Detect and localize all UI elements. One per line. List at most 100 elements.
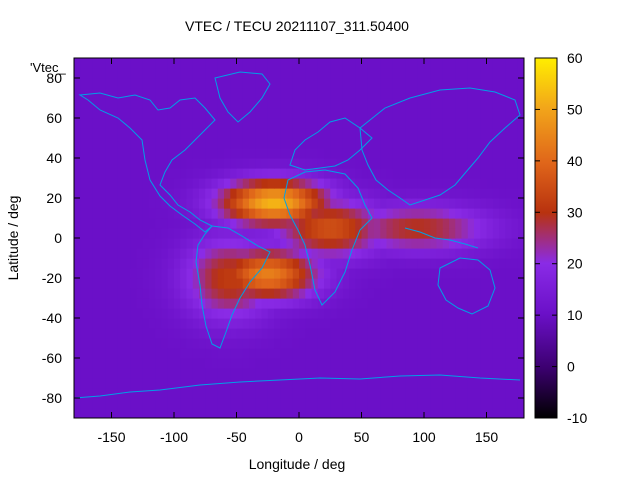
heatmap-cell [436,248,444,259]
heatmap-cell [292,228,300,239]
heatmap-cell [305,258,313,269]
heatmap-cell [417,238,425,249]
heatmap-cell [292,298,300,309]
heatmap-cell [499,198,506,209]
heatmap-cell [186,138,194,149]
heatmap-cell [174,228,181,239]
heatmap-cell [280,278,288,289]
heatmap-cell [186,188,194,199]
heatmap-cell [499,288,506,299]
heatmap-cell [324,158,331,169]
heatmap-cell [161,368,169,379]
heatmap-cell [105,258,113,269]
heatmap-cell [124,98,131,109]
heatmap-cell [167,278,175,289]
heatmap-cell [474,108,481,119]
heatmap-cell [130,78,138,89]
heatmap-cell [261,268,269,279]
heatmap-cell [74,218,81,229]
heatmap-cell [124,378,131,389]
heatmap-cell [142,58,150,69]
heatmap-cell [261,198,269,209]
heatmap-cell [192,238,200,249]
heatmap-cell [355,398,363,409]
heatmap-cell [449,58,456,69]
heatmap-cell [199,268,206,279]
heatmap-cell [324,398,331,409]
heatmap-cell [342,398,350,409]
heatmap-cell [249,248,256,259]
heatmap-cell [255,128,263,139]
heatmap-cell [205,238,213,249]
heatmap-cell [117,268,125,279]
heatmap-cell [74,408,81,418]
heatmap-cell [367,308,375,319]
heatmap-cell [136,78,144,89]
heatmap-cell [424,68,431,79]
heatmap-cell [74,348,81,359]
heatmap-cell [374,158,381,169]
heatmap-cell [117,138,125,149]
heatmap-cell [217,338,225,349]
heatmap-cell [386,88,394,99]
heatmap-cell [224,98,231,109]
heatmap-cell [117,208,125,219]
heatmap-cell [124,398,131,409]
heatmap-cell [505,168,513,179]
heatmap-cell [324,58,331,69]
heatmap-cell [286,358,294,369]
heatmap-cell [230,148,238,159]
heatmap-cell [161,108,169,119]
heatmap-cell [280,408,288,418]
coastline-south-america [195,225,271,349]
heatmap-cell [461,58,469,69]
heatmap-cell [342,318,350,329]
heatmap-cell [330,68,338,79]
heatmap-cell [192,268,200,279]
heatmap-cell [324,248,331,259]
heatmap-cell [192,98,200,109]
heatmap-cell [274,198,281,209]
heatmap-cell [442,358,450,369]
heatmap-cell [480,408,488,418]
heatmap-cell [267,358,275,369]
heatmap-cell [355,198,363,209]
heatmap-cell [274,88,281,99]
heatmap-cell [324,258,331,269]
heatmap-cell [417,58,425,69]
heatmap-cell [399,368,406,379]
heatmap-cell [442,318,450,329]
heatmap-cell [267,178,275,189]
heatmap-cell [374,358,381,369]
heatmap-cell [99,198,106,209]
heatmap-cell [467,408,475,418]
heatmap-cell [255,268,263,279]
heatmap-cell [286,228,294,239]
heatmap-cell [199,158,206,169]
heatmap-cell [499,398,506,409]
heatmap-cell [349,368,356,379]
heatmap-cell [280,348,288,359]
heatmap-cell [442,338,450,349]
heatmap-cell [342,238,350,249]
heatmap-cell [442,258,450,269]
heatmap-cell [180,68,188,79]
heatmap-cell [374,228,381,239]
heatmap-cell [324,338,331,349]
heatmap-cell [117,108,125,119]
heatmap-cell [474,318,481,329]
heatmap-cell [480,378,488,389]
heatmap-cell [361,268,369,279]
heatmap-cell [405,198,413,209]
heatmap-cell [236,188,244,199]
heatmap-cell [467,368,475,379]
heatmap-cell [86,408,94,418]
heatmap-cell [517,228,524,239]
heatmap-cell [211,308,219,319]
heatmap-cell [392,178,400,189]
heatmap-cell [430,258,438,269]
heatmap-cell [467,118,475,129]
heatmap-cell [424,108,431,119]
y-tick-label: 40 [46,150,62,166]
heatmap-cell [217,388,225,399]
